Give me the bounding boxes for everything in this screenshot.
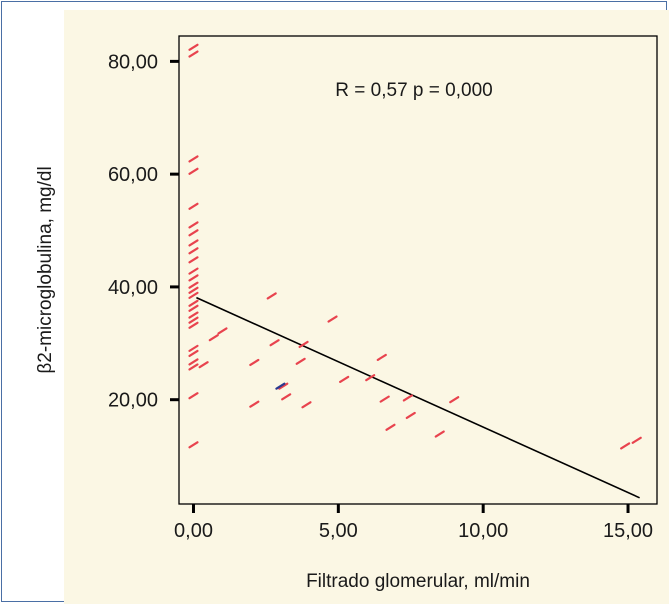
data-point (208, 334, 219, 342)
data-point (188, 229, 199, 237)
y-tick-label: 40,00 (108, 277, 158, 299)
data-point (434, 430, 445, 438)
data-point (631, 436, 642, 444)
data-point (188, 299, 199, 307)
data-point (301, 401, 312, 409)
data-point (188, 321, 199, 329)
x-tick-label: 15,00 (603, 520, 653, 542)
regression-line (196, 296, 640, 499)
data-point (188, 304, 199, 312)
data-point (188, 256, 199, 264)
data-point (188, 441, 199, 449)
data-point (327, 315, 338, 323)
data-point (188, 43, 199, 51)
data-point (402, 394, 413, 402)
y-tick-label: 80,00 (108, 51, 158, 73)
data-point (449, 396, 460, 404)
x-tick-label: 5,00 (319, 520, 358, 542)
y-axis-title: β2-microglobulina, mg/dl (35, 166, 56, 373)
data-point (249, 358, 260, 367)
y-tick-label: 60,00 (108, 164, 158, 186)
data-point (188, 167, 199, 175)
data-point-highlighted (275, 382, 286, 390)
data-point (249, 400, 260, 408)
x-tick-label: 10,00 (458, 520, 508, 542)
data-point (295, 357, 306, 365)
data-point (188, 221, 199, 229)
data-point (188, 267, 199, 275)
data-point (198, 361, 209, 369)
data-point (188, 50, 199, 58)
data-point (188, 247, 199, 255)
data-point (188, 392, 199, 400)
data-point (188, 349, 199, 358)
data-point (379, 395, 390, 403)
data-point (339, 375, 350, 383)
data-point (269, 339, 280, 347)
data-point (188, 239, 199, 247)
data-point (405, 411, 416, 420)
data-point (188, 291, 199, 299)
data-point (188, 274, 199, 282)
data-point (281, 393, 292, 401)
x-axis-title: Filtrado glomerular, ml/min (306, 571, 530, 592)
data-point (188, 202, 199, 210)
data-point (188, 281, 199, 289)
chart-background (64, 10, 669, 604)
data-point (298, 340, 309, 349)
x-tick-label: 0,00 (174, 520, 213, 542)
data-point (188, 316, 199, 324)
data-point (365, 374, 376, 382)
data-point (188, 155, 199, 163)
data-point (188, 286, 199, 294)
data-point (188, 363, 199, 371)
data-point (278, 382, 289, 390)
data-point (266, 292, 277, 300)
stats-annotation: R = 0,57 p = 0,000 (335, 80, 492, 101)
y-tick-label: 20,00 (108, 390, 158, 412)
data-point (376, 353, 387, 361)
data-point (188, 358, 199, 366)
data-point (188, 344, 199, 352)
data-point (385, 423, 396, 431)
data-point (188, 311, 199, 319)
data-point (217, 327, 228, 335)
data-point (620, 442, 631, 450)
plot-area-border (178, 35, 658, 505)
